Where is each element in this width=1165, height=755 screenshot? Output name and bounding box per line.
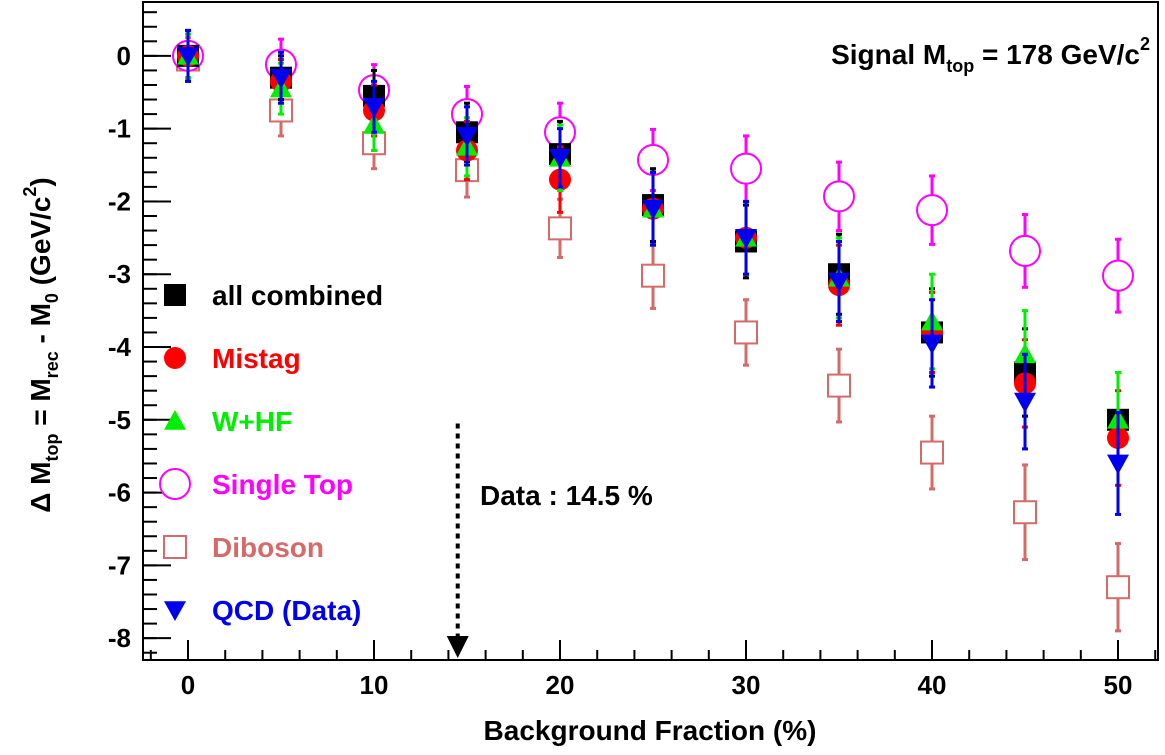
annotation: Data : 14.5 % xyxy=(480,480,653,511)
data-point xyxy=(456,127,479,147)
data-point xyxy=(270,68,293,89)
y-label-part: 0 xyxy=(42,293,62,303)
x-axis-label: Background Fraction (%) xyxy=(484,715,817,746)
legend-marker xyxy=(164,347,186,369)
plot-frame xyxy=(142,1,1159,661)
y-tick-label: -4 xyxy=(108,332,132,362)
x-tick-label: 10 xyxy=(360,670,389,700)
x-tick-label: 40 xyxy=(918,670,947,700)
data-point xyxy=(1013,500,1038,525)
legend-label: QCD (Data) xyxy=(212,595,361,626)
y-tick-label: -8 xyxy=(108,623,131,653)
legend-marker xyxy=(164,601,186,621)
y-label-part: (GeV/c xyxy=(25,197,56,293)
data-point xyxy=(642,199,665,220)
data-point xyxy=(548,216,573,241)
x-tick-label: 30 xyxy=(732,670,761,700)
arrow-head xyxy=(446,636,469,658)
legend-label: Single Top xyxy=(212,469,353,500)
legend-marker xyxy=(159,468,191,500)
y-tick-label: -5 xyxy=(108,405,131,435)
legend-marker xyxy=(163,535,187,559)
data-point xyxy=(363,98,386,118)
legend-marker xyxy=(164,284,186,306)
legend-marker xyxy=(164,410,186,430)
title-part: = 178 GeV/c xyxy=(974,39,1140,70)
legend-label: all combined xyxy=(212,280,383,311)
y-label-part: Δ M xyxy=(25,462,56,513)
data-point xyxy=(921,334,944,355)
data-point xyxy=(735,229,758,249)
y-label-part: top xyxy=(42,434,62,462)
y-axis-label: Δ Mtop = Mrec - M0 (GeV/c2) xyxy=(20,177,62,513)
y-label-part: ) xyxy=(25,177,56,186)
data-point xyxy=(177,47,200,67)
data-point xyxy=(1107,454,1130,475)
data-point xyxy=(827,373,852,398)
y-tick-label: -6 xyxy=(108,478,131,508)
data-point xyxy=(1014,392,1037,413)
data-point xyxy=(641,263,666,288)
data-point xyxy=(1009,234,1042,267)
x-tick-label: 50 xyxy=(1104,670,1133,700)
y-label-part: = M xyxy=(25,378,56,433)
x-tick-label: 0 xyxy=(181,670,195,700)
data-point xyxy=(730,152,763,185)
y-tick-label: -7 xyxy=(108,550,131,580)
data-point xyxy=(916,194,949,227)
legend-label: W+HF xyxy=(212,406,292,437)
title-part: 2 xyxy=(1140,34,1150,54)
data-point xyxy=(823,180,856,213)
data-point xyxy=(549,148,572,169)
data-point xyxy=(1102,259,1135,292)
title-part: Signal M xyxy=(831,39,946,70)
data-point xyxy=(920,440,945,465)
legend-label: Diboson xyxy=(212,532,324,563)
y-label-part: - M xyxy=(25,303,56,351)
legend-label: Mistag xyxy=(212,343,301,374)
y-tick-label: -1 xyxy=(108,114,131,144)
y-label-part: 2 xyxy=(20,187,40,197)
chart-title: Signal Mtop = 178 GeV/c2 xyxy=(831,34,1150,76)
data-point xyxy=(828,272,851,293)
y-tick-label: 0 xyxy=(117,41,131,71)
title-part: top xyxy=(946,56,974,76)
x-tick-label: 20 xyxy=(546,670,575,700)
y-tick-label: -2 xyxy=(108,186,131,216)
data-point xyxy=(734,320,759,345)
y-tick-label: -3 xyxy=(108,259,131,289)
data-point xyxy=(1106,575,1131,600)
y-label-part: rec xyxy=(42,351,62,378)
